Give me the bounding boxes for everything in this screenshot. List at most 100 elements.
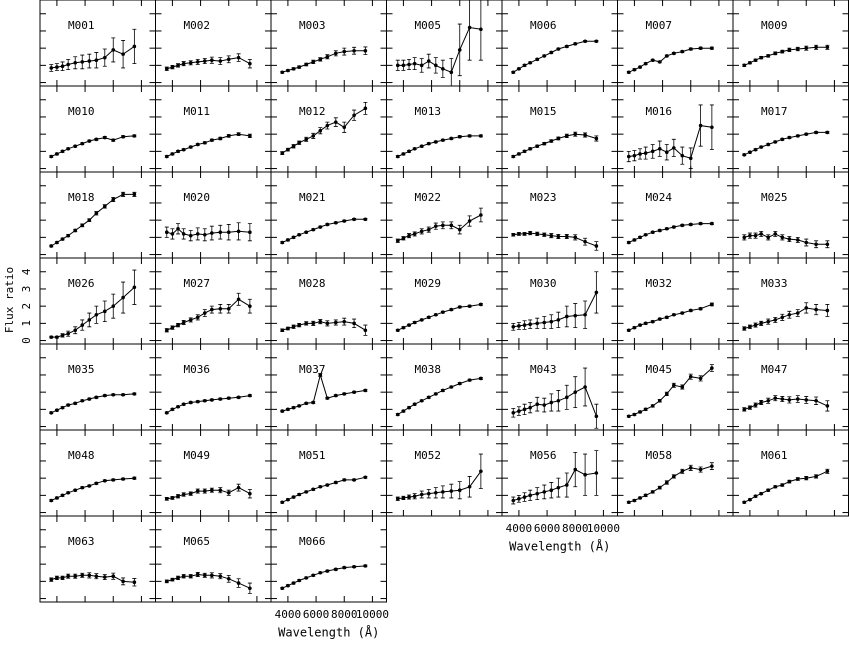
panel-frame xyxy=(39,85,156,173)
data-point xyxy=(419,229,424,234)
data-point xyxy=(804,476,809,480)
data-point xyxy=(73,60,78,65)
data-point xyxy=(433,312,438,317)
data-point xyxy=(753,147,758,152)
data-point xyxy=(412,402,417,407)
data-point xyxy=(528,231,532,235)
data-point xyxy=(188,318,193,322)
panel-label: M063 xyxy=(68,535,95,548)
panel-frame xyxy=(386,257,503,345)
data-point xyxy=(688,308,693,313)
data-point xyxy=(210,398,214,402)
data-point xyxy=(111,138,116,142)
data-point xyxy=(564,234,569,239)
data-point xyxy=(401,496,406,500)
data-point xyxy=(412,494,417,499)
data-point xyxy=(698,376,703,381)
data-point xyxy=(280,586,285,591)
data-point xyxy=(80,223,85,228)
data-point xyxy=(419,144,424,148)
data-point xyxy=(111,574,116,578)
data-point xyxy=(638,323,642,327)
data-point xyxy=(202,311,207,315)
data-point xyxy=(517,409,521,413)
data-point xyxy=(680,311,685,315)
data-point xyxy=(195,60,200,64)
panel-frame xyxy=(732,85,849,173)
data-point xyxy=(248,304,252,308)
data-point xyxy=(60,493,65,498)
data-point xyxy=(626,500,631,505)
data-point xyxy=(511,232,516,237)
data-point xyxy=(181,574,186,578)
panel-label: M003 xyxy=(299,19,326,32)
data-point xyxy=(780,315,785,320)
data-point xyxy=(202,398,207,403)
data-point xyxy=(333,480,338,485)
data-point xyxy=(291,325,296,329)
data-point xyxy=(542,403,547,407)
panel-label: M048 xyxy=(68,449,95,462)
data-point xyxy=(318,319,323,324)
data-point xyxy=(528,405,532,410)
panel-frame xyxy=(501,343,618,431)
data-point xyxy=(49,498,54,503)
data-point xyxy=(132,192,137,197)
data-point xyxy=(780,49,785,54)
panel-label: M024 xyxy=(646,191,673,204)
data-point xyxy=(643,151,648,155)
data-point xyxy=(583,39,587,44)
data-point xyxy=(363,217,368,222)
data-point xyxy=(102,393,107,398)
data-point xyxy=(535,57,540,62)
data-point xyxy=(825,308,830,313)
data-point xyxy=(66,490,70,495)
data-point xyxy=(188,60,193,65)
panel-frame xyxy=(732,429,849,517)
data-point xyxy=(643,407,648,412)
data-point xyxy=(87,573,92,578)
data-point xyxy=(748,325,752,329)
data-point xyxy=(549,319,554,324)
data-point xyxy=(202,573,207,578)
data-point xyxy=(102,309,107,314)
data-point xyxy=(342,219,347,223)
data-point xyxy=(449,223,454,228)
panel-label: M009 xyxy=(761,19,788,32)
data-point xyxy=(573,42,578,46)
data-point xyxy=(325,222,330,227)
data-point xyxy=(542,232,547,237)
data-point xyxy=(795,397,800,401)
data-point xyxy=(66,146,70,151)
data-point xyxy=(457,488,462,493)
data-point xyxy=(236,297,241,302)
data-point xyxy=(55,152,59,156)
data-point xyxy=(291,581,296,585)
data-point xyxy=(766,319,771,324)
data-point xyxy=(73,144,78,148)
data-point xyxy=(132,285,137,290)
data-point xyxy=(304,401,309,406)
panel-label: M035 xyxy=(68,363,95,376)
panel-frame xyxy=(155,257,272,345)
data-point xyxy=(479,469,483,474)
data-point xyxy=(748,497,752,502)
data-point xyxy=(66,233,70,238)
data-point xyxy=(236,132,241,136)
data-point xyxy=(297,492,301,497)
data-point xyxy=(664,315,669,320)
data-point xyxy=(333,51,338,56)
data-point xyxy=(522,323,527,327)
data-point xyxy=(311,400,316,405)
panel-label: M017 xyxy=(761,105,788,118)
data-point xyxy=(210,58,214,62)
data-point xyxy=(176,404,180,409)
data-point xyxy=(80,485,85,490)
panel-label: M030 xyxy=(530,277,557,290)
data-point xyxy=(522,407,527,412)
panel-label: M013 xyxy=(415,105,442,118)
data-point xyxy=(66,403,70,407)
data-point xyxy=(111,304,116,308)
data-point xyxy=(564,395,569,400)
data-point xyxy=(94,137,99,142)
